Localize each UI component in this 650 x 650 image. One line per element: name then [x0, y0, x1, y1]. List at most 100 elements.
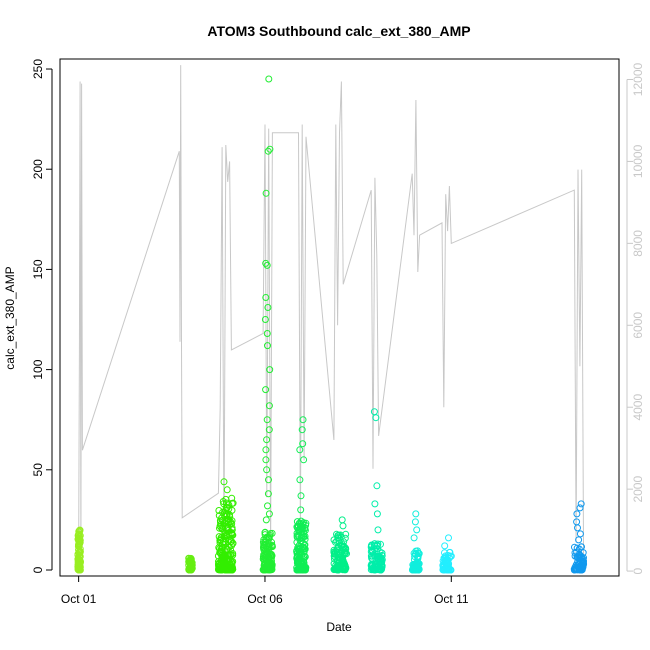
scatter-point — [76, 559, 84, 566]
scatter-point — [217, 534, 225, 542]
scatter-point — [368, 563, 375, 571]
scatter-point — [332, 564, 340, 572]
scatter-point — [216, 545, 224, 553]
scatter-point-outlier — [262, 446, 270, 454]
scatter-point-outlier — [262, 189, 270, 197]
scatter-point — [301, 532, 309, 540]
scatter-point-outlier — [264, 342, 271, 350]
scatter-point-outlier — [297, 506, 305, 514]
scatter-cluster-8 — [409, 510, 423, 574]
y-tick-label: 150 — [31, 259, 45, 279]
scatter-point — [216, 522, 224, 530]
y2-tick-label: 8000 — [631, 230, 645, 257]
y-tick-label: 200 — [31, 159, 45, 179]
scatter-point-outlier — [265, 476, 272, 484]
scatter-point-outlier — [410, 534, 418, 542]
scatter-point-outlier — [296, 446, 304, 454]
scatter-point-outlier — [441, 542, 449, 550]
scatter-point — [573, 553, 581, 561]
scatter-point — [261, 528, 269, 536]
scatter-point — [579, 562, 587, 570]
scatter-point — [440, 554, 448, 562]
scatter-point — [265, 543, 273, 551]
scatter-point-outlier — [262, 294, 270, 301]
scatter-point — [215, 566, 223, 574]
scatter-point — [220, 555, 228, 563]
x-tick-label: Oct 11 — [434, 592, 469, 606]
scatter-point — [265, 540, 273, 548]
secondary-series-line — [78, 65, 585, 568]
scatter-point — [330, 565, 338, 573]
scatter-point — [341, 534, 349, 542]
scatter-point — [74, 550, 82, 558]
scatter-cluster-10 — [570, 500, 588, 574]
scatter-point — [226, 511, 233, 519]
scatter-point — [294, 545, 302, 553]
scatter-point-outlier — [262, 516, 270, 524]
scatter-point — [294, 559, 302, 567]
x-tick-label: Oct 06 — [247, 592, 283, 606]
scatter-cluster-1 — [74, 526, 84, 574]
scatter-point — [227, 551, 235, 558]
scatter-point-outlier — [264, 304, 272, 311]
y-tick-label: 50 — [31, 463, 45, 477]
scatter-point — [215, 544, 223, 552]
scatter-point-outlier — [573, 510, 581, 518]
scatter-point-outlier — [411, 518, 419, 526]
scatter-point — [215, 507, 223, 514]
scatter-point — [215, 512, 223, 520]
scatter-point — [296, 566, 304, 573]
y2-tick-label: 12000 — [631, 62, 645, 96]
scatter-point — [75, 566, 83, 574]
chart-title: ATOM3 Southbound calc_ext_380_AMP — [207, 23, 470, 39]
scatter-point — [185, 566, 193, 574]
y2-tick-label: 2000 — [631, 476, 645, 503]
x-tick-label: Oct 01 — [61, 592, 97, 606]
scatter-point — [571, 543, 578, 551]
scatter-point — [298, 544, 306, 551]
scatter-point-outlier — [576, 530, 584, 538]
scatter-point — [412, 547, 420, 555]
scatter-point — [222, 495, 230, 503]
scatter-point — [412, 561, 420, 569]
scatter-point — [368, 560, 376, 568]
scatter-point-outlier — [374, 526, 382, 534]
scatter-point — [377, 566, 385, 574]
scatter-point-outlier — [371, 500, 379, 508]
scatter-point-outlier — [266, 366, 274, 374]
scatter-point-outlier — [263, 466, 271, 474]
y2-axis-right: 0 2000 4000 6000 8000 10000 12000 — [626, 62, 645, 574]
scatter-cluster-4 — [259, 75, 276, 574]
scatter-point-outlier — [262, 259, 270, 267]
scatter-point-outlier — [263, 416, 271, 424]
scatter-point — [301, 553, 309, 561]
scatter-cluster-6 — [330, 516, 350, 574]
scatter-point-outlier — [576, 504, 584, 512]
scatter-point — [374, 545, 381, 552]
scatter-cluster-3 — [214, 478, 237, 574]
scatter-point-outlier — [264, 502, 271, 510]
scatter-point-outlier — [265, 510, 273, 518]
scatter-point-outlier — [413, 526, 421, 534]
scatter-point — [229, 539, 237, 547]
scatter-point-outlier — [262, 386, 270, 394]
scatter-cluster-2 — [185, 554, 196, 574]
scatter-point — [575, 553, 583, 561]
y2-tick-label: 10000 — [631, 144, 645, 178]
scatter-point-outlier — [265, 426, 273, 434]
scatter-point — [294, 522, 302, 530]
scatter-point — [75, 552, 83, 560]
scatter-point — [367, 552, 375, 560]
scatter-point — [268, 562, 276, 570]
scatter-point — [333, 546, 341, 554]
scatter-point-outlier — [296, 476, 304, 484]
scatter-point — [222, 565, 230, 573]
scatter-point — [219, 516, 226, 524]
scatter-point — [300, 566, 308, 574]
scatter-point-outlier — [577, 500, 585, 508]
scatter-point — [414, 561, 422, 569]
scatter-point — [76, 527, 84, 535]
scatter-point — [339, 552, 347, 560]
scatter-point — [268, 554, 275, 562]
